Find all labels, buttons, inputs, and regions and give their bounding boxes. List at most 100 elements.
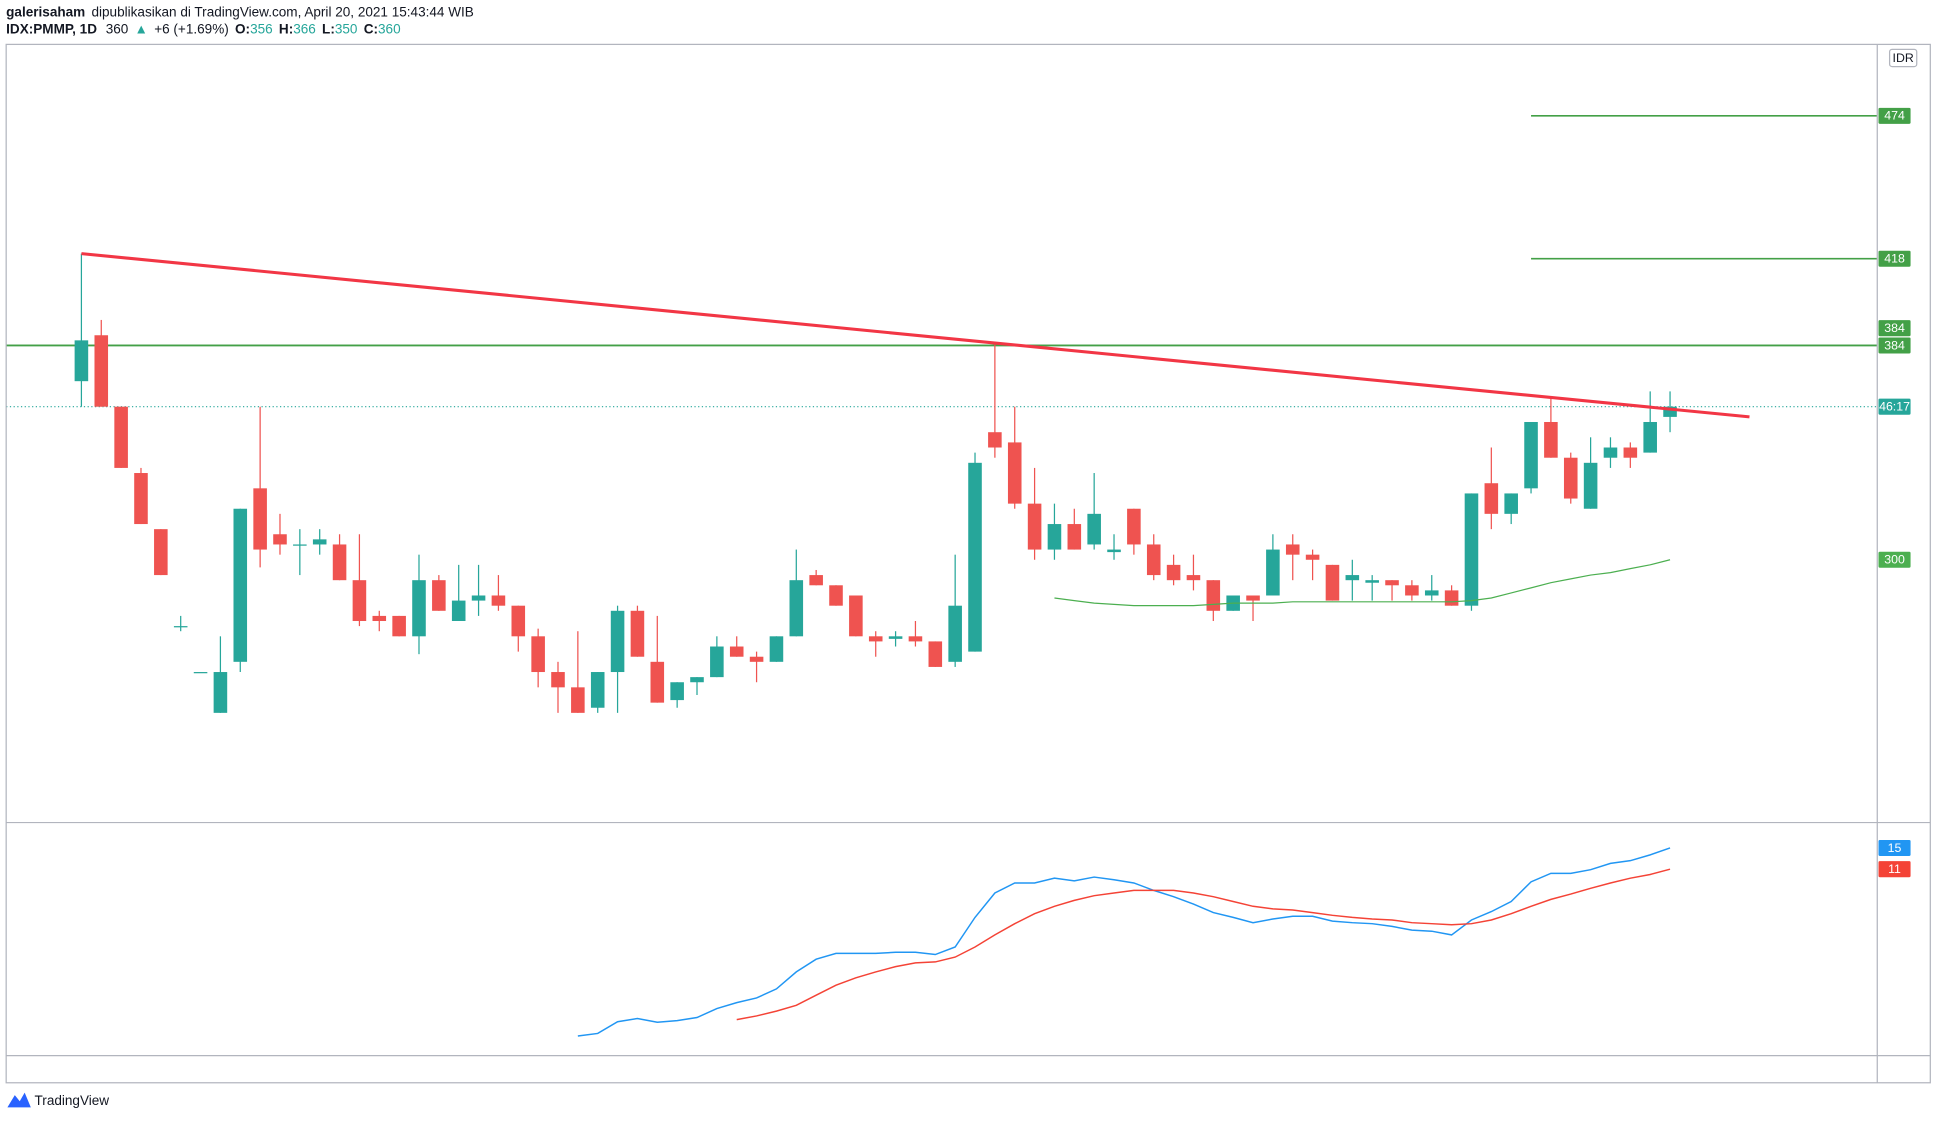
candle-body bbox=[670, 682, 684, 701]
currency-box bbox=[1888, 48, 1918, 68]
candle-body bbox=[173, 626, 188, 628]
candle-body bbox=[968, 462, 982, 652]
price-tag bbox=[1878, 107, 1911, 124]
currency-label: IDR bbox=[1893, 51, 1914, 65]
candle-body bbox=[1424, 590, 1439, 596]
candle-body bbox=[928, 641, 943, 667]
candle-body bbox=[650, 661, 665, 703]
candle-body bbox=[511, 605, 526, 637]
candle-body bbox=[1365, 580, 1379, 583]
candle-body bbox=[590, 672, 605, 708]
candle-body bbox=[1087, 513, 1101, 545]
chart-frame bbox=[5, 43, 1931, 1084]
price-tag-label: 15 bbox=[1888, 841, 1902, 855]
price-tag-label: 11 bbox=[1888, 862, 1901, 876]
open-label: O: bbox=[235, 21, 250, 36]
candle-body bbox=[412, 580, 426, 637]
price-tag-label: 384 bbox=[1884, 338, 1905, 352]
candle-body bbox=[1127, 508, 1141, 545]
candle-body bbox=[690, 677, 704, 683]
candle-body bbox=[1007, 442, 1022, 504]
candle-body bbox=[1047, 524, 1062, 550]
price-tag bbox=[1878, 839, 1911, 857]
candle-body bbox=[749, 656, 764, 662]
candle-body bbox=[531, 636, 545, 673]
high-label: H: bbox=[279, 21, 293, 36]
candle-body bbox=[1663, 406, 1677, 417]
price-tag bbox=[1878, 320, 1911, 337]
candle-body bbox=[233, 508, 248, 662]
candle-body bbox=[729, 646, 744, 657]
candle-body bbox=[1305, 554, 1320, 560]
price-tag bbox=[1878, 551, 1911, 568]
candle-body bbox=[74, 340, 89, 382]
close-value: 360 bbox=[378, 21, 401, 36]
price-tag bbox=[1878, 337, 1911, 354]
candle-body bbox=[809, 575, 823, 586]
candle-body bbox=[769, 636, 784, 662]
candle-body bbox=[888, 636, 903, 639]
candle-body bbox=[1603, 447, 1618, 458]
candle-body bbox=[1405, 585, 1419, 596]
indicator-line bbox=[577, 847, 1671, 1037]
change-arrow: ▲ bbox=[135, 21, 148, 36]
price-tag-label: 300 bbox=[1884, 553, 1905, 567]
candle-body bbox=[432, 580, 446, 611]
candle-body bbox=[1107, 549, 1121, 553]
candle-body bbox=[1246, 595, 1260, 601]
candle-body bbox=[908, 636, 923, 642]
legend-line: IDX:PMMP, 1D 360 ▲ +6 (+1.69%) O:356 H:3… bbox=[6, 21, 400, 36]
candle-body bbox=[193, 672, 208, 674]
candle-body bbox=[491, 595, 506, 606]
candle-body bbox=[293, 544, 307, 546]
published: dipublikasikan di TradingView.com, April… bbox=[91, 4, 473, 19]
candle-body bbox=[849, 595, 863, 637]
indicator-line bbox=[736, 868, 1671, 1021]
candle-body bbox=[868, 636, 883, 642]
price-tag-label: 418 bbox=[1884, 252, 1905, 266]
candle-body bbox=[551, 672, 565, 688]
price-tag bbox=[1878, 861, 1911, 878]
candle-body bbox=[154, 529, 168, 576]
candle-body bbox=[253, 488, 267, 550]
price-tag-label: 474 bbox=[1884, 109, 1905, 123]
candle-body bbox=[1345, 575, 1360, 581]
candle-body bbox=[1464, 493, 1479, 606]
candle-body bbox=[372, 615, 387, 622]
candle-body bbox=[1385, 580, 1399, 586]
moving-average bbox=[1054, 559, 1671, 607]
candle-body bbox=[1643, 421, 1657, 453]
candle-body bbox=[471, 595, 486, 601]
candle-body bbox=[213, 672, 228, 713]
candle-body bbox=[630, 610, 645, 657]
candle-body bbox=[1067, 524, 1082, 550]
candle-body bbox=[948, 605, 962, 662]
open-value: 356 bbox=[250, 21, 273, 36]
candle-body bbox=[312, 539, 327, 545]
candle-body bbox=[134, 473, 148, 525]
low-value: 350 bbox=[335, 21, 358, 36]
last-price: 360 bbox=[106, 21, 129, 36]
candle-body bbox=[1266, 549, 1280, 596]
candle-body bbox=[1524, 421, 1538, 489]
candle-body bbox=[571, 687, 585, 713]
candle-body bbox=[610, 610, 625, 673]
candle-body bbox=[352, 580, 367, 622]
candle-body bbox=[1166, 564, 1181, 581]
axes: 474 418 384 384 300 46:17 IDR 15 11 bbox=[1878, 48, 1918, 878]
candle-body bbox=[1027, 503, 1042, 550]
candle-body bbox=[1623, 447, 1638, 458]
candle-body bbox=[1563, 457, 1578, 499]
price-tag-label: 384 bbox=[1884, 321, 1905, 335]
candle-body bbox=[1504, 493, 1518, 514]
candle-body bbox=[1325, 564, 1340, 601]
trendline bbox=[81, 252, 1750, 419]
candle-body bbox=[451, 600, 466, 622]
candle-body bbox=[273, 534, 287, 545]
price-tag bbox=[1878, 398, 1911, 415]
change: +6 (+1.69%) bbox=[154, 21, 229, 36]
low-label: L: bbox=[322, 21, 335, 36]
candle-body bbox=[94, 335, 109, 407]
